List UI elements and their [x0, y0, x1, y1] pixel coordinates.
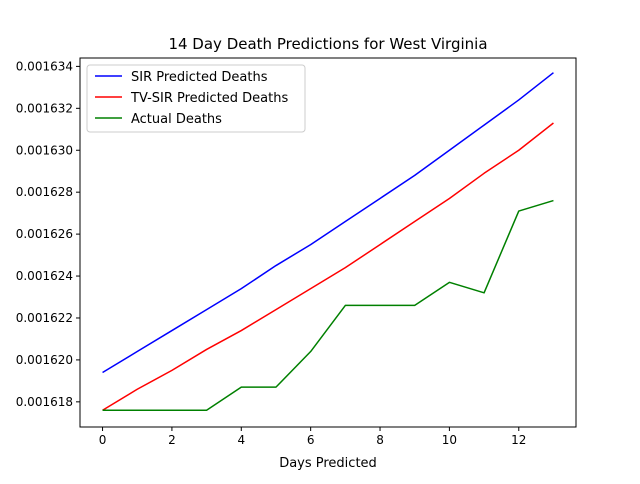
legend-label: TV-SIR Predicted Deaths: [130, 91, 288, 106]
legend-label: SIR Predicted Deaths: [131, 70, 268, 85]
axes-frame: [79, 57, 577, 428]
y-tick-label: 0.001624: [16, 269, 73, 283]
series-line-2: [102, 122, 554, 411]
chart-title: 14 Day Death Predictions for West Virgin…: [168, 35, 487, 53]
y-tick-label: 0.001634: [16, 59, 73, 73]
y-tick-label: 0.001622: [16, 311, 73, 325]
legend: SIR Predicted Deaths TV-SIR Predicted Dea…: [86, 64, 306, 133]
series-line-3: [102, 199, 554, 411]
x-tick-label: 6: [307, 433, 315, 447]
y-tick-label: 0.001632: [16, 101, 73, 115]
y-tick-label: 0.001620: [16, 353, 73, 367]
x-tick-label: 2: [168, 433, 176, 447]
x-tick-label: 4: [237, 433, 245, 447]
x-tick-label: 10: [442, 433, 457, 447]
series-layer: [102, 72, 554, 411]
x-tick-label: 8: [376, 433, 384, 447]
plot-area: [79, 57, 577, 428]
y-tick-label: 0.001628: [16, 185, 73, 199]
series-line-1: [102, 72, 554, 374]
legend-box: [86, 64, 306, 133]
legend-label: Actual Deaths: [131, 112, 222, 127]
x-tick-label: 12: [511, 433, 526, 447]
x-axis-label: Days Predicted: [279, 456, 377, 471]
y-tick-label: 0.001626: [16, 227, 73, 241]
y-tick-label: 0.001618: [16, 395, 73, 409]
y-axis: 0.001618 0.001620 0.001622 0.001624 0.001626…: [16, 59, 80, 409]
x-tick-label: 0: [99, 433, 107, 447]
x-axis: 0 2 4 6 8 10 12: [99, 427, 526, 447]
y-tick-label: 0.001630: [16, 143, 73, 157]
